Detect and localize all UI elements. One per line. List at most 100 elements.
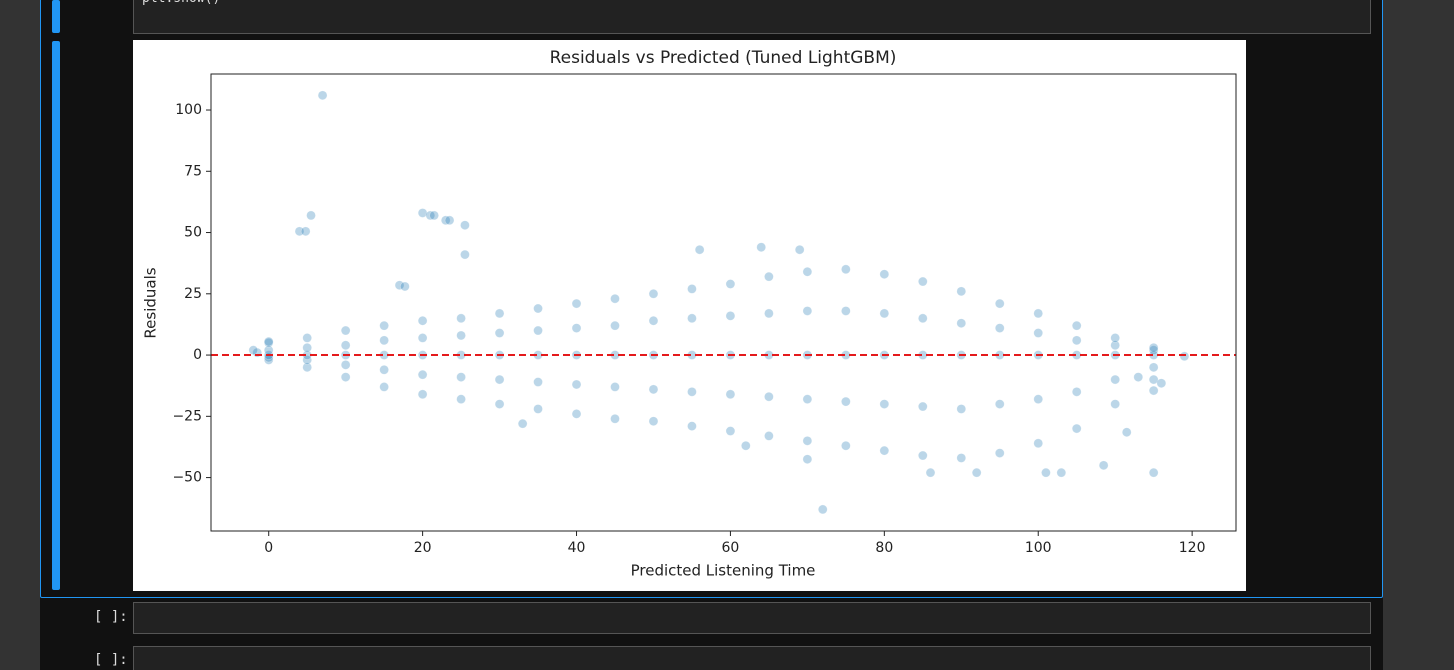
point [456,313,466,324]
point [994,399,1005,409]
point [302,355,312,365]
point [918,313,928,324]
point [1148,374,1159,385]
point [879,308,890,319]
point [956,286,967,297]
point [533,404,543,414]
point [340,360,351,370]
point [1071,335,1082,346]
point [456,394,466,404]
point [417,315,428,326]
point [725,311,736,321]
point [379,364,389,375]
point [918,450,928,461]
point [918,276,928,287]
selected-cell[interactable] [40,0,1383,598]
point [1033,394,1044,404]
point [764,431,774,441]
point [294,226,305,237]
point [764,308,774,319]
point [610,413,620,424]
point [841,440,851,451]
point [494,328,505,338]
point [379,382,389,392]
point [1110,333,1120,343]
point [571,298,582,309]
point [1041,467,1051,478]
code-input[interactable]: plt.show() [133,0,1371,34]
x-tick-label: 60 [722,540,740,556]
point [440,215,451,226]
point [1071,387,1082,397]
point [263,336,274,347]
point [648,315,659,326]
point [394,280,405,291]
point [379,335,389,346]
point [494,399,505,409]
point [794,244,805,255]
point [444,215,455,226]
point [802,306,813,316]
figure-bg [133,40,1246,591]
point [610,320,620,331]
point [1179,351,1190,362]
point [1033,328,1044,338]
point [956,318,967,329]
x-tick-label: 80 [875,540,893,556]
point [764,391,774,402]
point [379,320,389,331]
point [1071,320,1082,331]
point [571,323,582,333]
point [1110,374,1120,385]
point [263,338,274,348]
point [533,303,543,314]
point [1071,423,1082,434]
x-tick-label: 40 [568,540,586,556]
point [533,377,543,387]
code-input[interactable] [133,602,1371,634]
point [340,325,351,336]
point [317,90,328,101]
y-tick-label: 25 [184,286,202,302]
point [1121,427,1132,438]
point [302,362,312,373]
axes-frame [210,73,1237,532]
point [687,421,697,431]
point [494,308,505,319]
point [1148,345,1159,355]
point [879,269,890,279]
output-bar[interactable] [52,41,60,590]
y-tick-label: −25 [172,408,202,424]
point [429,210,439,221]
point [725,389,736,400]
point [918,401,928,412]
point [741,440,751,451]
point [725,426,736,436]
point [517,418,528,429]
point [956,404,967,414]
point [994,448,1005,458]
point [610,382,620,392]
point [879,445,890,456]
point [1033,438,1044,449]
y-tick-label: 75 [184,163,202,179]
point [925,467,936,478]
point [248,345,259,355]
y-tick-label: 100 [175,102,202,118]
point [817,504,828,515]
code-input[interactable] [133,646,1371,670]
point [687,387,697,397]
chart: Residuals vs Predicted (Tuned LightGBM) … [133,40,1246,591]
point [1033,308,1044,319]
point [302,342,312,353]
y-tick-label: 0 [193,347,202,363]
point [648,416,659,427]
point [841,306,851,316]
point [340,372,351,382]
point [456,330,466,341]
point [841,396,851,407]
point [340,340,351,351]
point [300,226,311,237]
point [802,394,813,404]
prompt: [ ]: [94,652,128,668]
